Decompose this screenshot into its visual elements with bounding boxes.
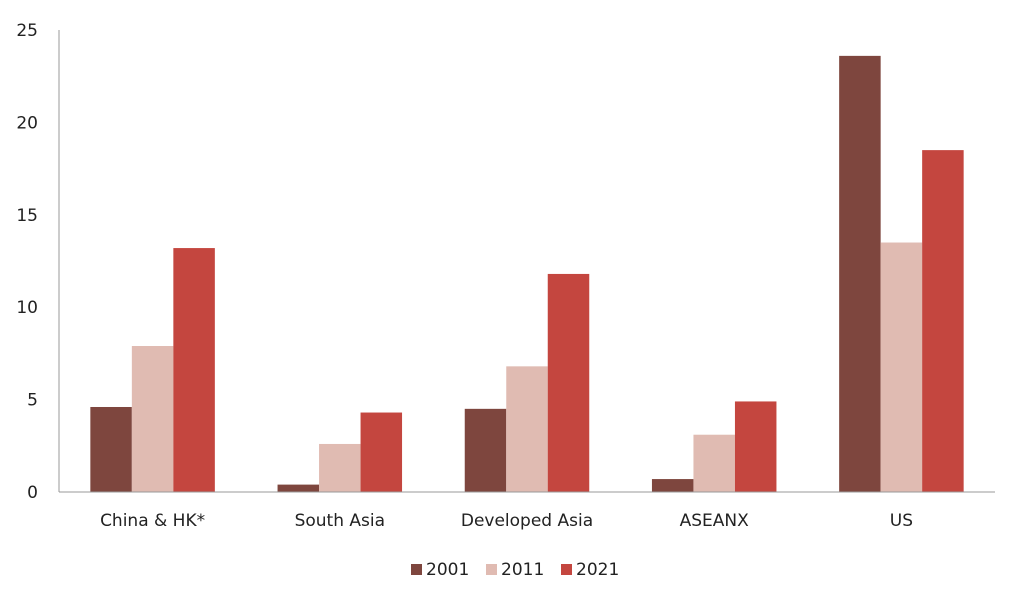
bar-2011-0 [131,346,174,492]
legend-swatch-2001 [411,564,422,575]
bars [90,55,964,492]
legend-swatch-2011 [486,564,497,575]
bar-2001-4 [839,55,881,492]
bar-2011-3 [693,434,735,492]
bar-2001-3 [651,479,694,492]
y-tick-label: 15 [16,206,38,226]
bar-2001-0 [90,406,132,492]
bar-2021-0 [173,248,215,492]
bar-2021-1 [360,412,403,492]
x-category-label: Developed Asia [461,511,593,531]
bar-2021-4 [922,150,964,492]
x-category-label: China & HK* [100,511,205,531]
y-tick-label: 0 [27,483,38,503]
x-axis-labels: China & HK* South Asia Developed Asia ASEAN… [100,511,913,531]
y-tick-label: 20 [16,113,38,133]
bar-2011-4 [880,242,923,492]
y-tick-label: 5 [27,391,38,411]
legend-label-2011: 2011 [501,560,544,580]
x-category-label: South Asia [295,511,385,531]
y-axis-ticks: 0 5 10 15 20 25 [16,21,38,503]
y-tick-label: 25 [16,21,38,41]
legend: 2001 2011 2021 [411,560,619,580]
bar-2011-1 [319,443,361,492]
bar-2001-1 [277,484,320,492]
bar-2021-3 [734,401,777,492]
legend-label-2021: 2021 [576,560,619,580]
legend-swatch-2021 [561,564,572,575]
x-category-label: ASEANX [680,511,750,531]
y-tick-label: 10 [16,298,38,318]
bar-2001-2 [464,408,507,492]
bar-2021-2 [547,273,590,492]
x-category-label: US [890,511,913,531]
bar-2011-2 [506,366,548,492]
legend-label-2001: 2001 [426,560,469,580]
